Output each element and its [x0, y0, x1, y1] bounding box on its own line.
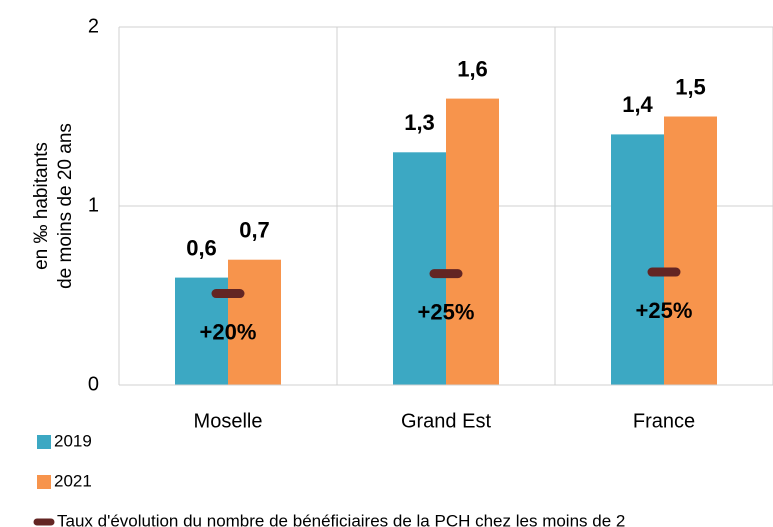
marker-label: +25%: [636, 298, 693, 323]
bar: [446, 98, 499, 385]
x-tick-label: Grand Est: [401, 410, 491, 432]
bar-value-label: 0,6: [186, 235, 217, 260]
bar-value-label: 0,7: [239, 218, 270, 243]
y-tick-label: 1: [88, 194, 99, 216]
bar: [664, 116, 717, 385]
y-tick-label: 2: [88, 15, 99, 37]
bar-value-label: 1,5: [675, 74, 706, 99]
bar: [393, 152, 446, 385]
y-axis-label: de moins de 20 ans: [55, 123, 76, 289]
y-axis-label: en ‰ habitants: [31, 142, 52, 270]
legend-swatch: [37, 475, 51, 489]
legend-label: 2021: [54, 471, 92, 490]
legend-label: Taux d'évolution du nombre de bénéficiai…: [57, 511, 625, 527]
bar: [228, 259, 281, 385]
bar-value-label: 1,6: [457, 56, 488, 81]
bar: [611, 134, 664, 385]
legend-label: 2019: [54, 431, 92, 450]
bar-value-label: 1,3: [404, 110, 435, 135]
legend-swatch: [37, 435, 51, 449]
marker-label: +25%: [418, 299, 475, 324]
x-tick-label: France: [633, 410, 695, 432]
y-tick-label: 0: [88, 373, 99, 395]
bar-value-label: 1,4: [622, 92, 653, 117]
marker-label: +20%: [200, 319, 257, 344]
x-tick-label: Moselle: [194, 410, 263, 432]
